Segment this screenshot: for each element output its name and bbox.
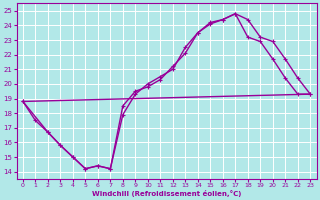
X-axis label: Windchill (Refroidissement éolien,°C): Windchill (Refroidissement éolien,°C) (92, 190, 241, 197)
